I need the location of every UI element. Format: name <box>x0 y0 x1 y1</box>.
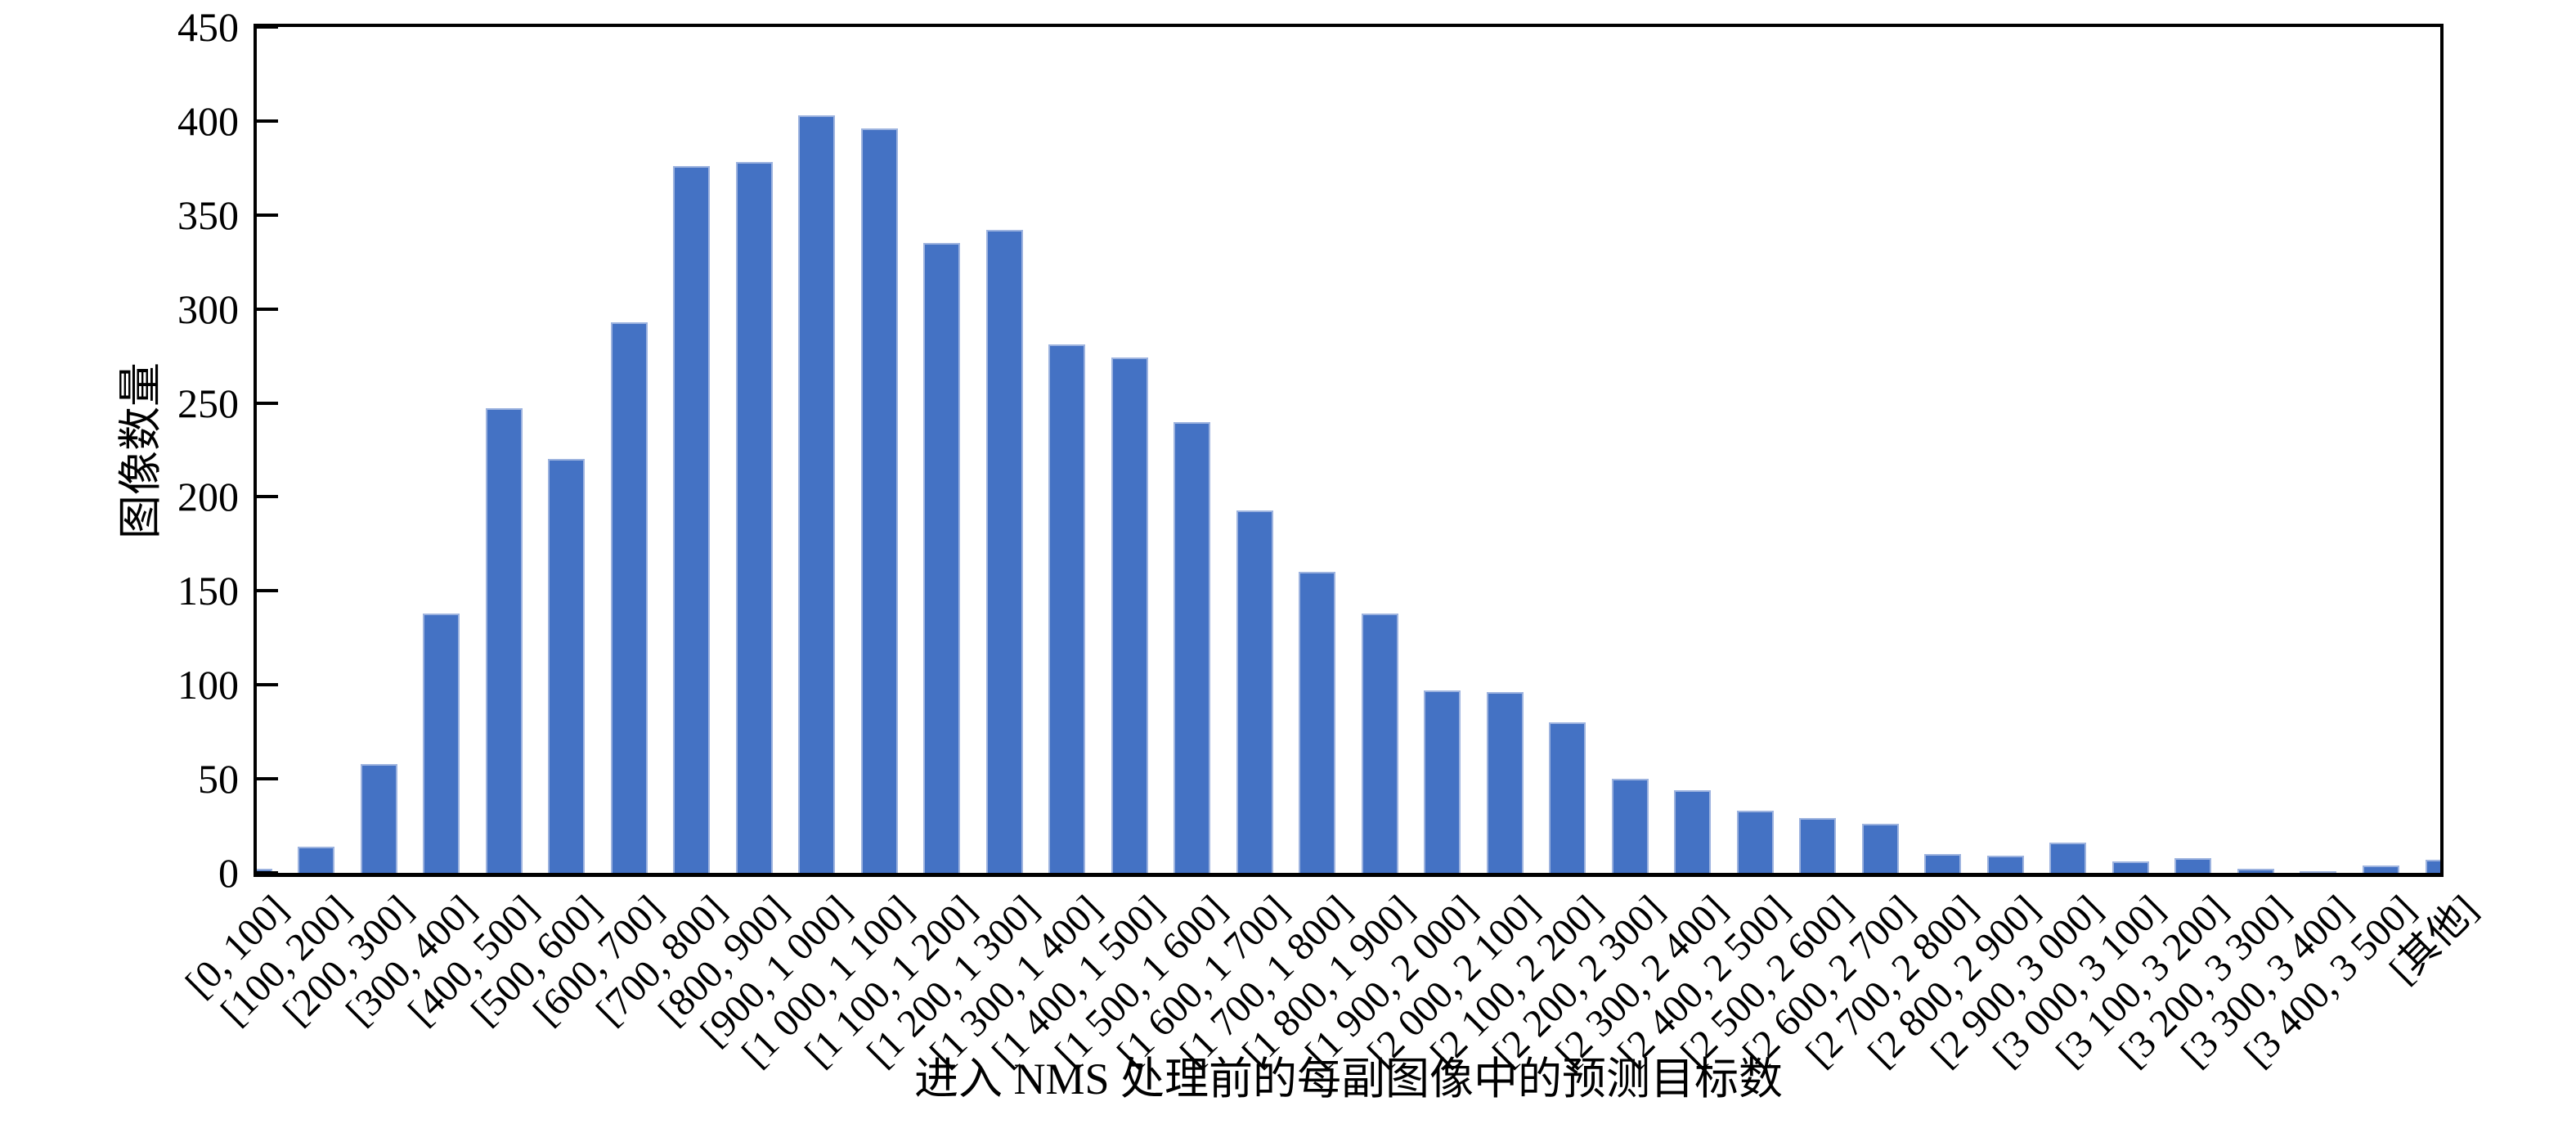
bar <box>548 459 585 873</box>
bar <box>673 166 710 873</box>
bar <box>1549 722 1586 873</box>
bar <box>1236 510 1273 873</box>
bar <box>736 162 773 873</box>
y-axis-tick <box>257 871 278 874</box>
y-axis-tick-label: 300 <box>177 285 239 332</box>
bar <box>2237 869 2274 873</box>
bar <box>257 869 272 873</box>
bar <box>423 614 460 873</box>
bar <box>1362 614 1398 873</box>
bar <box>1299 572 1335 873</box>
y-axis-tick-label: 450 <box>177 4 239 50</box>
bar <box>798 115 835 873</box>
y-axis-tick <box>257 213 278 217</box>
bar <box>1424 690 1461 873</box>
bar <box>2426 860 2440 873</box>
y-axis-title: 图像数量 <box>116 362 165 539</box>
y-axis-tick <box>257 777 278 781</box>
y-axis-tick <box>257 495 278 499</box>
y-axis-tick-label: 50 <box>198 756 239 803</box>
bar <box>2300 871 2336 873</box>
bar <box>1174 422 1210 873</box>
bar <box>2174 858 2211 873</box>
bar <box>861 128 898 873</box>
y-axis-tick <box>257 589 278 593</box>
y-axis-tick-label: 200 <box>177 474 239 520</box>
bar <box>1924 854 1961 873</box>
y-axis-tick <box>257 683 278 687</box>
bar <box>1487 692 1524 873</box>
bar <box>298 847 334 873</box>
y-axis-tick <box>257 307 278 311</box>
bar <box>1987 856 2024 873</box>
bar <box>1862 824 1899 873</box>
bar <box>986 230 1023 873</box>
x-axis-title: 进入 NMS 处理前的每副图像中的预测目标数 <box>913 1054 1784 1104</box>
bar <box>2363 865 2399 873</box>
y-axis-tick-label: 400 <box>177 97 239 144</box>
bar <box>361 764 397 873</box>
bar <box>1111 357 1148 873</box>
bar <box>2049 843 2086 873</box>
plot-clip-region <box>257 27 2440 873</box>
y-axis-tick <box>257 25 278 29</box>
bar <box>486 408 523 873</box>
bar <box>1799 818 1836 873</box>
bar <box>2112 861 2149 873</box>
y-axis-tick <box>257 119 278 123</box>
y-axis-tick <box>257 401 278 405</box>
y-axis-tick-label: 0 <box>218 850 239 896</box>
bar <box>1674 790 1711 873</box>
bar <box>923 243 960 873</box>
bar <box>1737 811 1774 873</box>
y-axis-tick-label: 250 <box>177 380 239 426</box>
bar <box>1612 779 1649 873</box>
y-axis-tick-label: 350 <box>177 191 239 238</box>
bar <box>1048 344 1085 873</box>
y-axis-tick-label: 150 <box>177 568 239 614</box>
y-axis-tick-label: 100 <box>177 662 239 708</box>
bar <box>611 322 648 873</box>
